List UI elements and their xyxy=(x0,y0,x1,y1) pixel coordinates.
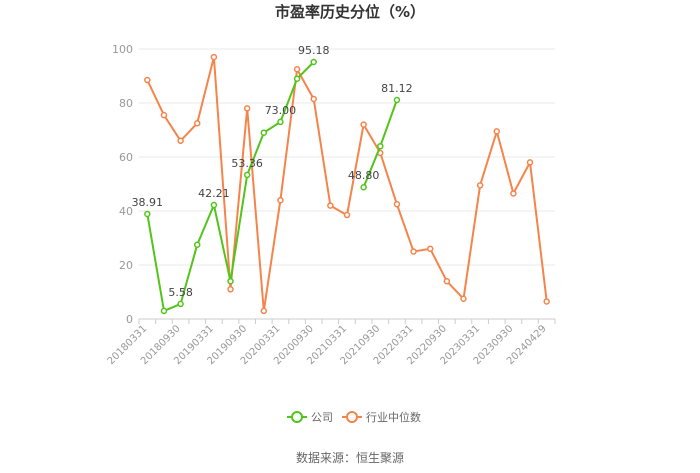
y-tick-label: 0 xyxy=(126,313,133,326)
data-point[interactable] xyxy=(410,248,417,255)
data-point[interactable] xyxy=(293,66,301,73)
data-labels: 38.91 5.58 42.21 53.36 73.00 95.18 48.80 81.12 xyxy=(132,44,413,299)
data-point[interactable] xyxy=(327,202,334,209)
legend-marker xyxy=(346,411,358,423)
data-point[interactable] xyxy=(210,53,218,61)
data-point[interactable] xyxy=(243,171,251,179)
chart-title: 市盈率历史分位（%） xyxy=(275,3,425,21)
data-point[interactable] xyxy=(144,210,151,218)
data-point[interactable] xyxy=(360,183,367,191)
data-point[interactable] xyxy=(227,277,234,285)
data-point[interactable] xyxy=(443,277,451,285)
data-label: 42.21 xyxy=(198,187,230,200)
data-point[interactable] xyxy=(393,201,401,208)
grid xyxy=(139,48,555,320)
data-point[interactable] xyxy=(260,129,268,136)
series-1 xyxy=(144,53,550,315)
data-point[interactable] xyxy=(193,241,201,248)
y-tick-label: 100 xyxy=(112,43,133,56)
data-point[interactable] xyxy=(260,307,268,315)
data-label: 38.91 xyxy=(132,196,164,209)
series-layer xyxy=(144,53,550,315)
data-point[interactable] xyxy=(227,286,234,293)
y-tick-label: 80 xyxy=(119,97,133,110)
data-point[interactable] xyxy=(277,118,284,126)
data-point[interactable] xyxy=(243,105,251,112)
data-point[interactable] xyxy=(543,298,550,305)
y-tick-label: 40 xyxy=(119,205,133,218)
legend-label: 公司 xyxy=(311,411,333,424)
data-point[interactable] xyxy=(460,295,467,302)
data-label: 95.18 xyxy=(298,44,330,57)
data-source: 数据来源：恒生聚源 xyxy=(296,450,404,465)
data-point[interactable] xyxy=(310,95,317,103)
data-point[interactable] xyxy=(177,300,184,308)
data-point[interactable] xyxy=(277,196,284,204)
legend-item-0[interactable]: 公司 xyxy=(287,411,333,424)
data-label: 73.00 xyxy=(265,104,297,117)
series-0 xyxy=(144,58,401,315)
data-point[interactable] xyxy=(476,182,484,189)
data-point[interactable] xyxy=(193,120,201,127)
data-point[interactable] xyxy=(160,111,168,119)
legend-marker xyxy=(291,411,303,423)
y-tick-label: 20 xyxy=(119,259,133,272)
data-point[interactable] xyxy=(510,190,517,197)
data-point[interactable] xyxy=(493,128,501,135)
series-line xyxy=(146,56,548,312)
legend-item-1[interactable]: 行业中位数 xyxy=(342,410,421,424)
data-label: 48.80 xyxy=(348,169,380,182)
data-point[interactable] xyxy=(160,307,168,315)
data-point[interactable] xyxy=(377,142,384,150)
data-point[interactable] xyxy=(426,245,434,253)
data-point[interactable] xyxy=(177,137,184,145)
data-label: 53.36 xyxy=(231,157,263,170)
legend-label: 行业中位数 xyxy=(366,410,421,424)
data-point[interactable] xyxy=(360,121,367,128)
data-point[interactable] xyxy=(343,211,351,219)
data-point[interactable] xyxy=(144,76,151,84)
y-tick-label: 60 xyxy=(119,151,133,164)
data-point[interactable] xyxy=(393,96,401,104)
data-point[interactable] xyxy=(526,159,534,166)
data-point[interactable] xyxy=(310,58,317,66)
legend[interactable]: 公司 行业中位数 xyxy=(287,410,421,424)
data-label: 5.58 xyxy=(168,286,193,299)
data-label: 81.12 xyxy=(381,82,413,95)
x-axis: 2018033120180930201903312019093020200331… xyxy=(106,319,556,367)
y-axis: 0 20 40 60 80 100 xyxy=(112,43,133,326)
series-line xyxy=(146,61,315,312)
data-point[interactable] xyxy=(293,75,301,82)
data-point[interactable] xyxy=(210,201,218,209)
